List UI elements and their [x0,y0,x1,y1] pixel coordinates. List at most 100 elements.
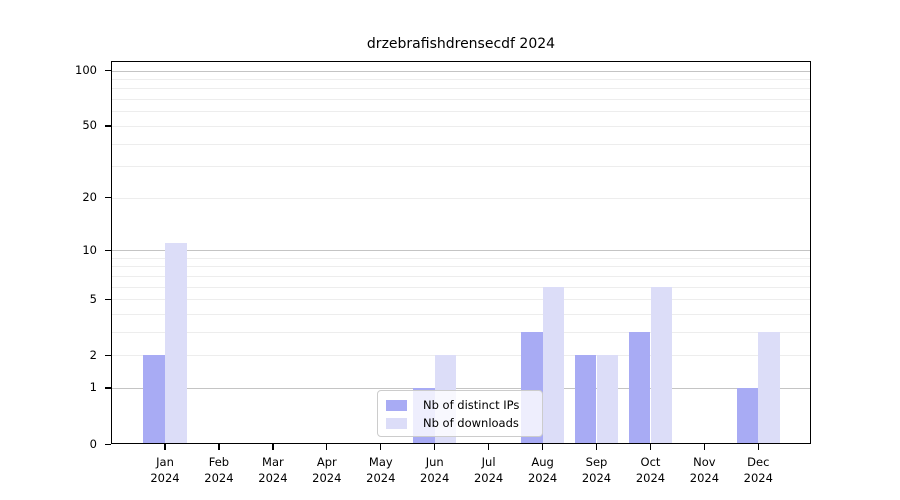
x-tick-label: Jul 2024 [457,454,521,486]
y-tick-mark [105,249,111,251]
legend-swatch-distinct-ips [386,399,407,411]
x-tick-mark [326,444,328,450]
x-tick-month: May [368,455,393,469]
bar-distinct-ips-dec [736,387,759,444]
y-tick-label: 50 [82,118,97,133]
legend-label-distinct-ips: Nb of distinct IPs [423,398,520,412]
y-tick-mark [105,70,111,72]
minor-gridline [111,299,811,300]
bar-downloads-jan [165,242,187,444]
plot-border [111,60,811,444]
major-gridline [111,387,811,389]
x-tick-label: Jan 2024 [133,454,197,486]
x-tick-year: 2024 [689,471,720,485]
x-tick-mark [488,444,490,450]
x-tick-year: 2024 [473,471,504,485]
y-tick-mark [105,125,111,127]
legend: Nb of distinct IPs Nb of downloads [377,390,543,437]
bar-downloads-oct [650,286,673,444]
minor-gridline [111,275,811,277]
x-tick-mark [380,444,382,450]
bar-distinct-ips-sep [574,355,597,444]
y-tick-label: 100 [75,63,97,78]
x-tick-year: 2024 [312,471,342,485]
x-tick-mark [542,444,544,450]
x-tick-year: 2024 [258,471,288,485]
y-tick-mark [105,298,111,300]
bar-downloads-dec [758,331,780,444]
major-gridline [111,250,811,251]
x-tick-month: Oct [640,455,661,469]
x-tick-label: Feb 2024 [187,454,251,486]
minor-gridline [111,143,811,145]
y-tick-label: 2 [89,347,97,362]
y-tick-label: 10 [82,242,97,257]
y-tick-mark [105,197,111,199]
legend-swatch-downloads [386,417,407,429]
x-tick-mark [272,444,274,450]
minor-gridline [111,286,811,288]
x-tick-month: Jan [156,455,174,469]
minor-gridline [111,88,811,90]
minor-gridline [111,166,811,168]
x-tick-label: Aug 2024 [511,454,575,486]
y-tick-label: 20 [82,190,97,205]
chart-title: drzebrafishdrensecdf 2024 [366,36,556,52]
x-tick-year: 2024 [527,471,558,485]
x-tick-label: Dec 2024 [726,454,790,486]
x-tick-year: 2024 [204,471,234,485]
x-tick-year: 2024 [743,471,773,485]
minor-gridline [111,257,811,259]
legend-label-downloads: Nb of downloads [423,416,519,430]
minor-gridline [111,355,811,357]
x-tick-label: May 2024 [349,454,413,486]
y-tick-label: 1 [89,380,97,395]
x-tick-label: Sep 2024 [565,454,629,486]
y-tick-label: 0 [89,436,97,451]
x-tick-month: Feb [208,455,230,469]
x-tick-mark [757,444,759,450]
x-tick-mark [164,444,166,450]
x-tick-label: Jun 2024 [403,454,467,486]
y-tick-mark [105,354,111,356]
major-gridline [111,70,811,72]
minor-gridline [111,313,811,315]
x-tick-month: Aug [531,455,554,469]
x-tick-month: Nov [693,455,716,469]
minor-gridline [111,197,811,199]
x-tick-label: Apr 2024 [295,454,359,486]
x-tick-label: Nov 2024 [672,454,736,486]
minor-gridline [111,125,811,127]
x-tick-mark [434,444,436,450]
x-tick-month: Mar [262,455,284,469]
minor-gridline [111,79,811,80]
minor-gridline [111,331,811,333]
y-tick-mark [105,387,111,389]
legend-item-distinct-ips: Nb of distinct IPs [386,397,533,413]
x-tick-label: Oct 2024 [619,454,683,486]
x-tick-mark [218,444,220,450]
x-tick-mark [703,444,706,450]
y-tick-mark [105,443,111,445]
x-tick-year: 2024 [366,471,396,485]
x-tick-year: 2024 [635,471,666,485]
legend-item-downloads: Nb of downloads [386,415,533,431]
bar-downloads-sep [596,355,619,444]
minor-gridline [111,111,811,113]
x-tick-mark [595,444,598,450]
x-tick-month: Sep [585,455,608,469]
bar-distinct-ips-jan [143,355,165,444]
x-tick-year: 2024 [420,471,450,485]
x-tick-mark [649,444,652,450]
bar-distinct-ips-oct [628,331,651,444]
bar-downloads-aug [542,286,565,444]
x-tick-month: Jul [481,455,496,469]
x-tick-month: Jun [425,455,444,469]
x-tick-label: Mar 2024 [241,454,305,486]
y-tick-label: 5 [89,291,97,306]
x-tick-year: 2024 [150,471,180,485]
minor-gridline [111,99,811,101]
x-tick-year: 2024 [581,471,612,485]
x-tick-month: Apr [316,455,337,469]
